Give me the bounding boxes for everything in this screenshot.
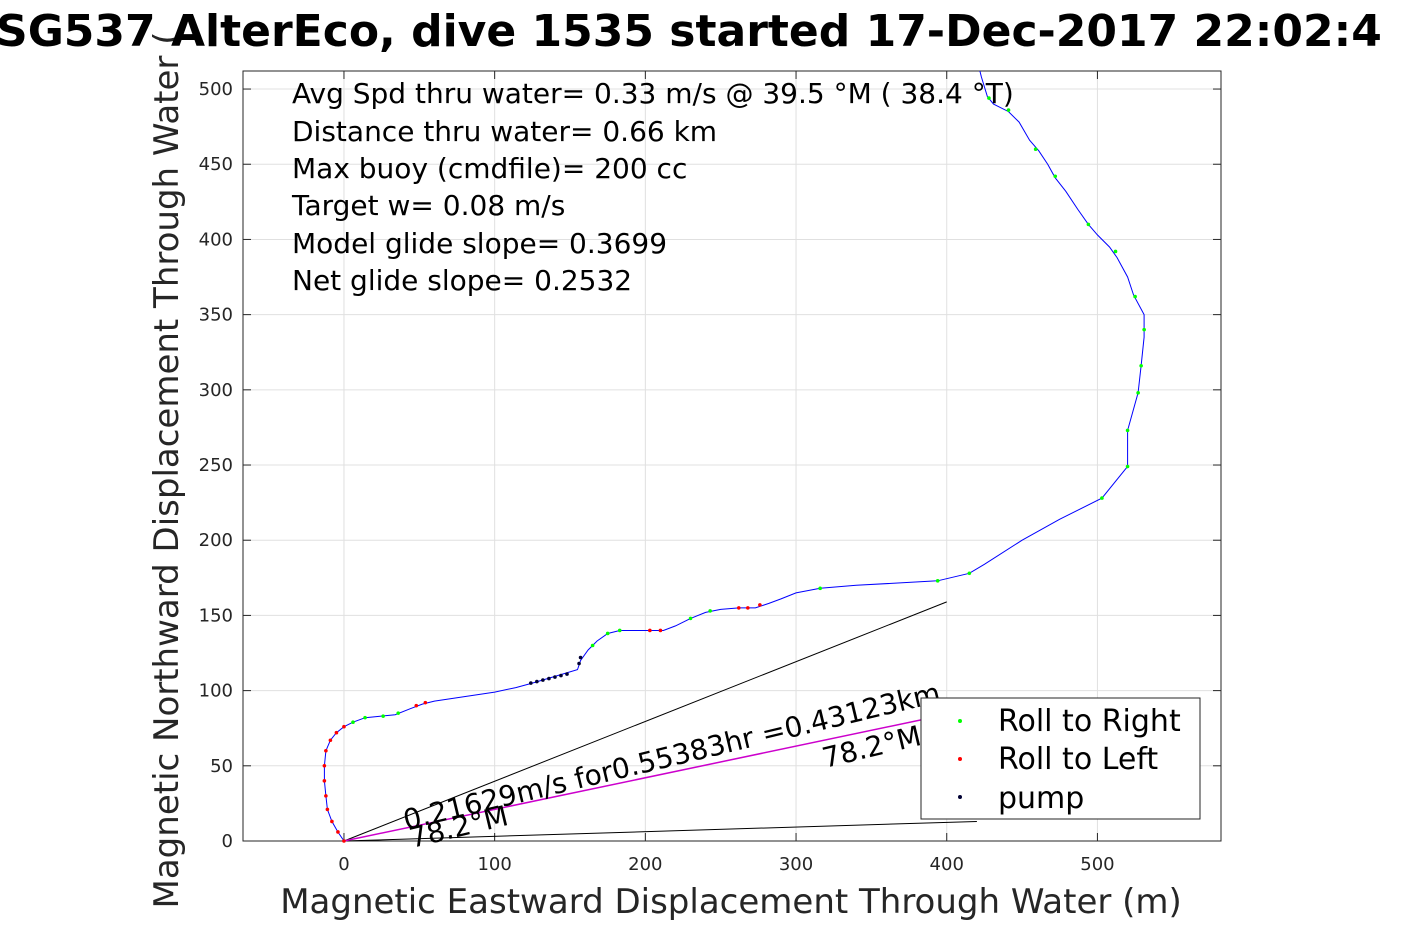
- roll-left-point: [342, 724, 346, 729]
- roll-right-point: [363, 715, 367, 720]
- reference-lines: [343, 601, 977, 842]
- stats-line: Distance thru water= 0.66 km: [292, 115, 717, 148]
- current-vector-line: [343, 710, 961, 842]
- legend: Roll to Right Roll to Left pump: [920, 697, 1201, 820]
- roll-left-point: [328, 738, 333, 743]
- roll-left-point: [758, 603, 762, 607]
- x-tick-label: 300: [779, 854, 813, 875]
- legend-box: [920, 697, 1201, 820]
- roll-right-point: [1125, 464, 1130, 469]
- heading-reference-line: [343, 820, 977, 842]
- roll-right-point: [617, 628, 622, 633]
- stats-annotations: Avg Spd thru water= 0.33 m/s @ 39.5 °M (…: [291, 77, 1014, 297]
- chart-title: SG537 AlterEco, dive 1535 started 17-Dec…: [0, 6, 1382, 57]
- roll-right-point: [818, 586, 822, 591]
- legend-marker-roll-left: [958, 757, 962, 761]
- pump-point: [577, 661, 581, 666]
- pump-point: [553, 675, 557, 679]
- roll-right-point: [935, 579, 940, 583]
- y-tick-label: 300: [199, 380, 233, 401]
- roll-left-point: [342, 839, 346, 843]
- roll-right-point: [381, 714, 385, 718]
- y-tick-label: 250: [199, 455, 233, 476]
- roll-right-point: [987, 96, 991, 100]
- pump-point: [541, 678, 545, 682]
- roll-left-point: [736, 606, 741, 610]
- roll-left-point: [334, 730, 339, 735]
- pump-point: [547, 676, 551, 681]
- roll-right-point: [688, 616, 693, 621]
- roll-right-point: [1100, 496, 1104, 500]
- y-tick-label: 450: [199, 154, 233, 175]
- roll-left-point: [322, 764, 327, 768]
- plot-frame: [242, 70, 1222, 842]
- x-tick-label: 100: [477, 854, 511, 875]
- legend-marker-roll-right: [958, 719, 962, 723]
- roll-left-point: [324, 748, 328, 753]
- roll-left-point: [414, 703, 419, 708]
- x-tick-label: 500: [1080, 854, 1114, 875]
- roll-right-point: [1139, 363, 1143, 368]
- stats-line: Target w= 0.08 m/s: [291, 189, 565, 222]
- stats-line: Model glide slope= 0.3699: [292, 227, 667, 260]
- y-tick-label: 400: [199, 229, 233, 250]
- legend-label-pump: pump: [998, 781, 1084, 816]
- roll-left-point: [325, 807, 330, 812]
- roll-left-point: [322, 779, 327, 783]
- roll-right-point: [1142, 327, 1146, 332]
- stats-line: Max buoy (cmdfile)= 200 cc: [292, 152, 687, 185]
- axis-ticks: 0 100 200 300 400 500 0 50 100 150 200 250 300 350 400…: [199, 71, 1221, 875]
- x-tick-label: 400: [930, 854, 964, 875]
- legend-marker-pump: [958, 795, 962, 799]
- y-tick-label: 50: [210, 756, 233, 777]
- y-tick-label: 150: [199, 605, 233, 626]
- y-tick-label: 350: [199, 305, 233, 326]
- y-tick-label: 100: [199, 681, 233, 702]
- stats-line: Avg Spd thru water= 0.33 m/s @ 39.5 °M (…: [292, 77, 1014, 110]
- track-points: [322, 96, 1146, 843]
- roll-right-point: [1136, 391, 1140, 395]
- grid-lines: [243, 71, 1221, 842]
- x-tick-label: 0: [338, 854, 349, 875]
- pump-point: [578, 655, 583, 660]
- y-axis-title: Magnetic Northward Displacement Through …: [147, 32, 187, 909]
- roll-right-point: [1133, 294, 1137, 299]
- legend-label-roll-left: Roll to Left: [998, 742, 1158, 777]
- roll-left-point: [336, 830, 340, 834]
- stats-line: Net glide slope= 0.2532: [292, 264, 632, 297]
- x-axis-title: Magnetic Eastward Displacement Through W…: [280, 882, 1182, 922]
- y-tick-label: 500: [199, 79, 233, 100]
- roll-right-point: [396, 711, 401, 715]
- pump-point: [529, 681, 533, 685]
- pump-point: [535, 679, 539, 684]
- roll-right-point: [967, 571, 972, 576]
- roll-left-point: [746, 606, 750, 610]
- x-tick-label: 200: [628, 854, 662, 875]
- roll-right-point: [1113, 249, 1118, 254]
- roll-right-point: [1086, 222, 1091, 227]
- roll-right-point: [708, 609, 712, 613]
- roll-left-point: [324, 794, 328, 798]
- roll-right-point: [1125, 428, 1130, 433]
- pump-point: [565, 672, 569, 676]
- legend-label-roll-right: Roll to Right: [998, 704, 1181, 739]
- roll-right-point: [1006, 108, 1011, 112]
- roll-left-point: [423, 700, 428, 705]
- roll-right-point: [590, 643, 595, 648]
- roll-left-point: [330, 819, 334, 824]
- roll-right-point: [605, 631, 610, 636]
- roll-left-point: [648, 628, 652, 633]
- roll-right-point: [1033, 147, 1038, 152]
- roll-right-point: [1053, 174, 1058, 179]
- roll-right-point: [351, 720, 355, 724]
- y-tick-label: 0: [222, 831, 233, 852]
- pump-point: [559, 673, 563, 678]
- heading-reference-line: [343, 601, 947, 842]
- y-tick-label: 200: [199, 530, 233, 551]
- roll-left-point: [658, 628, 663, 633]
